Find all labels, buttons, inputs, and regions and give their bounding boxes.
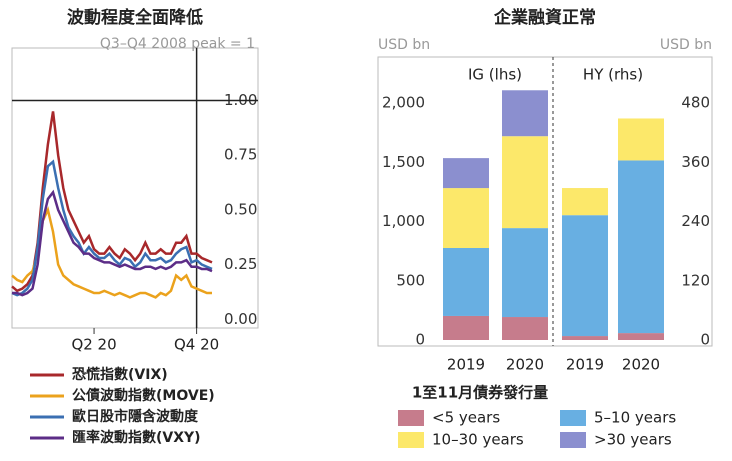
subtitle: Q3–Q4 2008 peak = 1 [100,36,255,52]
chart-title: 企業融資正常 [493,7,596,28]
legend-label: >30 years [594,431,672,449]
bar-segment [443,158,489,189]
bar-segment [502,317,548,340]
y-tick-label: 0.50 [224,200,257,218]
y-tick-label: 1,500 [382,153,425,171]
y2-tick-label: 120 [681,271,710,289]
x-tick-label: 2020 [506,356,544,374]
bar-segment [443,315,489,340]
y-tick-label: 0 [415,331,425,349]
bar-segment [443,188,489,248]
y2-tick-label: 240 [681,212,710,230]
legend-label: <5 years [432,409,500,427]
bar-segment [562,336,608,340]
annotation: HY (rhs) [583,66,643,84]
y-tick-label: 0.25 [224,255,257,273]
x-tick-label: Q2 20 [71,336,116,354]
y-tick-label: 1,000 [382,212,425,230]
axis-label: USD bn [378,37,430,53]
legend-label: 10–30 years [432,431,524,449]
x-tick-label: 2019 [447,356,485,374]
legend-label: 歐日股市隱含波動度 [72,408,199,425]
legend-swatch [560,432,586,448]
bar-segment [562,188,608,216]
bar-segment [618,160,664,334]
annotation: IG (lhs) [468,66,522,84]
legend-title: 1至11月債券發行量 [412,384,548,402]
series-line [11,111,213,293]
x-tick-label: 2019 [566,356,604,374]
y2-tick-label: 360 [681,153,710,171]
chart-title: 波動程度全面降低 [67,7,203,28]
bar-segment [443,247,489,316]
y2-tick-label: 480 [681,94,710,112]
legend-label: 匯率波動指數(VXY) [72,429,201,446]
bar-segment [618,118,664,161]
y-tick-label: 2,000 [382,94,425,112]
legend-swatch [560,410,586,426]
series-line [11,159,213,297]
x-tick-label: Q4 20 [174,336,219,354]
legend-label: 5–10 years [594,409,676,427]
x-tick-label: 2020 [622,356,660,374]
bar-segment [502,90,548,137]
legend-swatch [398,432,424,448]
bar-segment [562,215,608,337]
bar-segment [502,136,548,229]
axis-label: USD bn [660,37,712,53]
series-line [12,189,213,297]
plot-frame [11,47,259,329]
bar-segment [618,333,664,340]
y2-tick-label: 0 [700,331,710,349]
y-tick-label: 0.75 [224,146,257,164]
legend-label: 公債波動指數(MOVE) [72,387,215,404]
y-tick-label: 0.00 [224,310,257,328]
bar-segment [502,228,548,318]
y-tick-label: 500 [396,271,425,289]
legend-label: 恐慌指數(VIX) [72,366,168,383]
legend-swatch [398,410,424,426]
